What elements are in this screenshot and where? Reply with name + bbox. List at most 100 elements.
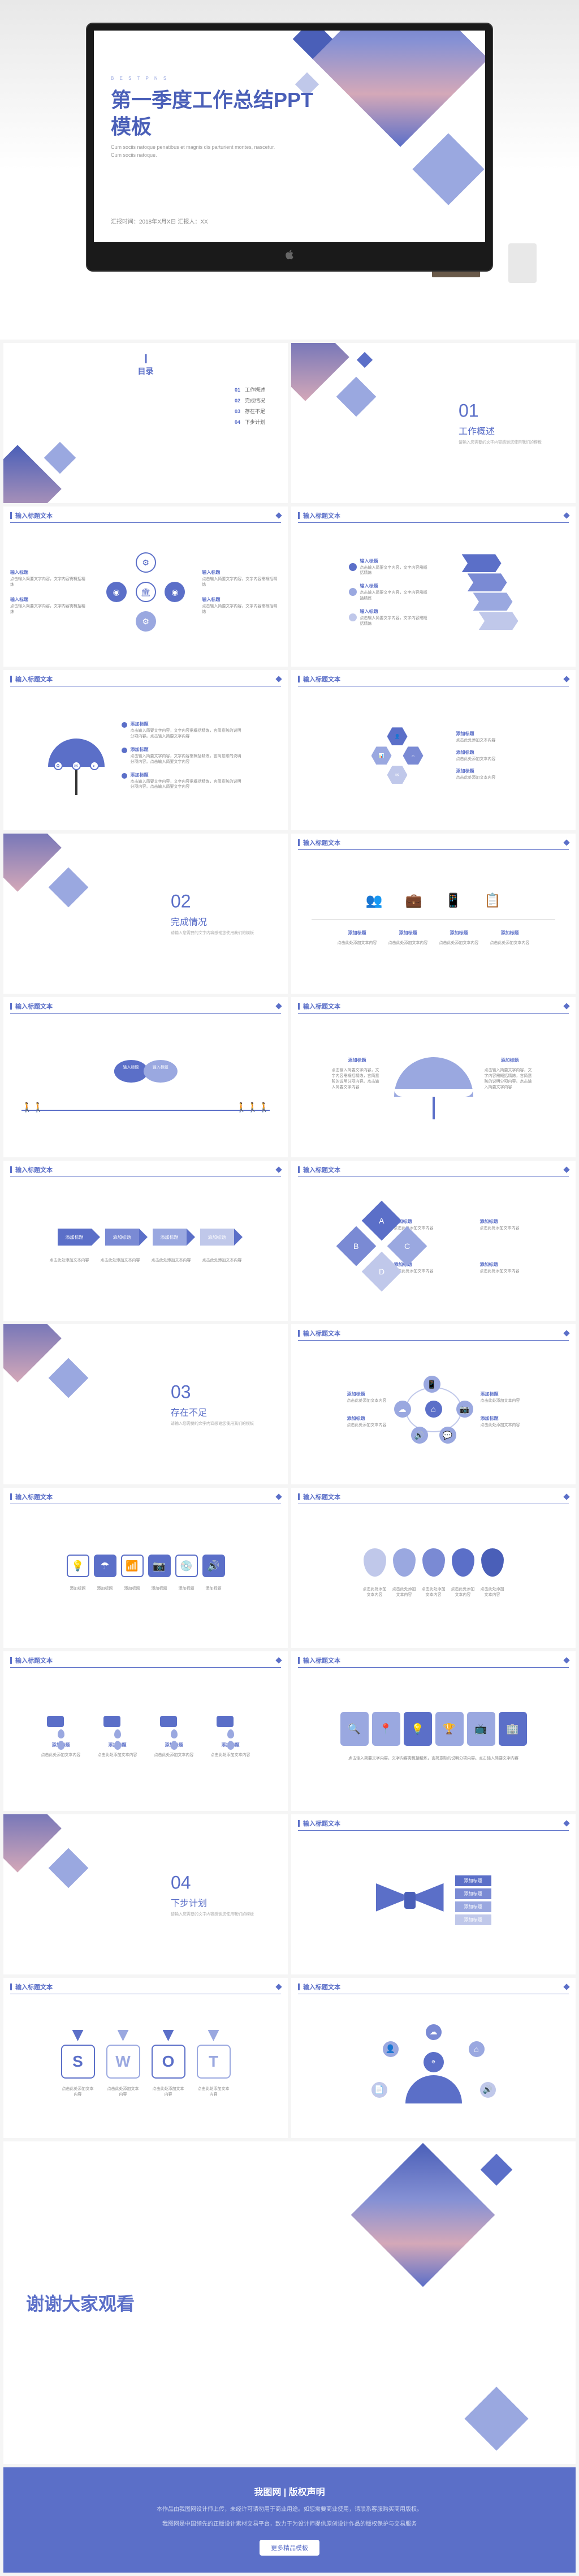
text-item: 添加标题点击输入简要文字内容，文字内容需概括精炼，言简意赅的说明分项内容。点击输… (485, 1057, 535, 1090)
diamond-a: A (361, 1201, 401, 1241)
node: 📷 (456, 1401, 473, 1418)
section-subtitle: 请输入您需要的文字内容感谢您使用我们的模板 (171, 1911, 254, 1917)
icon-item: 📋 (484, 892, 501, 909)
footer: 我图网 | 版权声明 本作品由我图网设计师上传，未经许可请勿用于商业用途。如您需… (3, 2467, 576, 2573)
plant-decoration (500, 215, 545, 283)
pin-text: 点击此处添加文本内容 (421, 1587, 446, 1598)
hero-diamond-large (312, 31, 485, 147)
slide-header: 输入标题文本 (10, 1656, 281, 1668)
text-item: 点击此处添加文本内容 (152, 1258, 191, 1264)
closing-title: 谢谢大家观看 (26, 2290, 135, 2316)
arrow: 添加标题 (153, 1229, 187, 1246)
slide-section-04: 04 下步计划 请输入您需要的文字内容感谢您使用我们的模板 (3, 1814, 288, 1974)
slide-section-02: 02 完成情况 请输入您需要的文字内容感谢您使用我们的模板 (3, 834, 288, 994)
icon-box: 🏢 (499, 1712, 527, 1746)
bullet: 输入标题点击输入简要文字内容，文字内容需概括精炼 (349, 608, 428, 627)
icon-item: 📱 (445, 892, 462, 909)
toc-item: 01工作概述 (235, 386, 265, 393)
caption: 点击输入简要文字内容，文字内容需概括精炼，言简意赅的说明分项内容。点击输入简要文… (348, 1756, 518, 1762)
bullet: 输入标题点击输入简要文字内容，文字内容需概括精炼 (10, 569, 89, 588)
icon-box: 📍 (372, 1712, 400, 1746)
footer-title: 我图网 | 版权声明 (20, 2484, 559, 2498)
slide-body: 添加标题点击输入简要文字内容，文字内容需概括精炼，言简意赅的说明分项内容。点击输… (298, 1015, 569, 1150)
slide-header: 输入标题文本 (10, 1492, 281, 1504)
slide-section-01: 01 工作概述 请输入您需要的文字内容感谢您使用我们的模板 (291, 343, 576, 503)
monitor-mockup: B E S T P N S 第一季度工作总结PPT模板 Cum sociis n… (86, 23, 493, 272)
section-diamond-sm (49, 1848, 89, 1888)
apple-logo-icon (284, 249, 295, 260)
icon: 🔊 (202, 1555, 225, 1577)
bullet: 添加标题点击此处添加文本内容 (456, 768, 496, 781)
icon: 💡 (67, 1555, 89, 1577)
bar: 添加标题 (455, 1888, 491, 1899)
label: 添加标题 (202, 1586, 225, 1592)
section-number: 02 (171, 891, 254, 912)
slide-header: 输入标题文本 (10, 1002, 281, 1014)
label: 添加标题 (148, 1586, 171, 1592)
slide-header: 输入标题文本 (298, 1329, 569, 1341)
text-item: 添加标题点击此处添加文本内容 (347, 1391, 387, 1404)
text-item: 添加标题点击此处添加文本内容 (347, 1415, 387, 1428)
circle-node: ⚙ (136, 552, 156, 573)
bullet: 输入标题点击输入简要文字内容，文字内容需概括精炼 (10, 596, 89, 615)
hero-title: 第一季度工作总结PPT模板 (111, 87, 326, 140)
diamond-c: C (387, 1226, 427, 1266)
icon: 📷 (148, 1555, 171, 1577)
section-content: 02 完成情况 请输入您需要的文字内容感谢您使用我们的模板 (171, 891, 254, 936)
toc-diamond-sm (44, 442, 76, 474)
text-item: 添加标题点击输入简要文字内容，文字内容需概括精炼，言简意赅的说明分项内容。点击输… (332, 1057, 383, 1090)
pin (364, 1548, 386, 1577)
slide-body: 输入标题 输入标题 🚶🚶 🚶🚶🚶 (10, 1015, 281, 1150)
section-diamond-sm (49, 867, 89, 907)
swot-text: 点击此处添加文本内容 (106, 2086, 140, 2098)
section-content: 03 存在不足 请输入您需要的文字内容感谢您使用我们的模板 (171, 1382, 254, 1427)
tap-item: 添加标题点击此处添加文本内容 (41, 1716, 81, 1758)
hero-letters: B E S T P N S (111, 76, 168, 81)
bullet: 输入标题点击输入简要文字内容，文字内容需概括精炼 (202, 596, 281, 615)
icon: ☂ (94, 1555, 116, 1577)
speech-bubbles: 输入标题 输入标题 (114, 1060, 177, 1083)
slide-body: 添加标题点击此处添加文本内容 A B C D 添加标题点击此处添加文本内容 添加… (298, 1179, 569, 1314)
circle-node: ⚙ (136, 611, 156, 632)
slide-pins: 输入标题文本 点击此处添加文本内容 点击此处添加文本内容 点击此处添加文本内容 … (291, 1488, 576, 1648)
label: 添加标题 (94, 1586, 116, 1592)
swot-item: W (106, 2030, 140, 2079)
bowtie-icon (376, 1883, 444, 1917)
icon-box: 🔍 (340, 1712, 369, 1746)
screen: B E S T P N S 第一季度工作总结PPT模板 Cum sociis n… (94, 31, 485, 242)
arrow: 添加标题 (200, 1229, 234, 1246)
section-subtitle: 请输入您需要的文字内容感谢您使用我们的模板 (171, 930, 254, 936)
slide-umbrella: 输入标题文本 ♻ ✉ ◐ 添加标题点击输入简要文字内容，文字内容需概括精炼，言简… (3, 670, 288, 830)
swot-item: S (61, 2030, 95, 2079)
text-item: 添加标题点击此处添加文本内容 (388, 930, 428, 946)
pin (393, 1548, 416, 1577)
slide-abcd: 输入标题文本 添加标题点击此处添加文本内容 A B C D 添加标题点击此处添加… (291, 1161, 576, 1321)
slide-body: 🔍 📍 💡 🏆 📺 🏢 点击输入简要文字内容，文字内容需概括精炼，言简意赅的说明… (298, 1669, 569, 1805)
section-title: 下步计划 (171, 1895, 254, 1909)
umbrella-icon (394, 1057, 473, 1108)
section-diamond-sm (336, 377, 377, 417)
slide-semicircle: 输入标题文本 ⚙ 📄 👤 ☁ ⌂ 🔊 (291, 1978, 576, 2138)
footer-button[interactable]: 更多精品模板 (260, 2540, 319, 2556)
section-number: 03 (171, 1382, 254, 1403)
bullet: 输入标题点击输入简要文字内容，文字内容需概括精炼 (349, 558, 428, 577)
hero-subtitle: Cum sociis natoque penatibus et magnis d… (111, 144, 280, 159)
slide-header: 输入标题文本 (298, 1165, 569, 1177)
rope (21, 1110, 270, 1111)
petal: 🔊 (480, 2082, 496, 2098)
icon: 📶 (121, 1555, 144, 1577)
toc-item: 04下步计划 (235, 418, 265, 426)
slide-body: 点击此处添加文本内容 点击此处添加文本内容 点击此处添加文本内容 点击此处添加文… (298, 1506, 569, 1641)
pin-text: 点击此处添加文本内容 (392, 1587, 417, 1598)
footer-text: 我图网是中国领先的正版设计素材交易平台，致力于为设计师提供原创设计作品的版权保护… (92, 2519, 487, 2530)
text-item: 点击此处添加文本内容 (101, 1258, 140, 1264)
slide-body: S W O T 点击此处添加文本内容 点击此处添加文本内容 点击此处添加文本内容… (10, 1996, 281, 2131)
swot-item: O (152, 2030, 185, 2079)
slide-bowtie: 输入标题文本 添加标题 添加标题 添加标题 添加标题 (291, 1814, 576, 1974)
label: 添加标题 (175, 1586, 198, 1592)
slide-taps: 输入标题文本 添加标题点击此处添加文本内容 添加标题点击此处添加文本内容 添加标… (3, 1651, 288, 1811)
text-item: 点击此处添加文本内容 (202, 1258, 242, 1264)
slide-circular: 输入标题文本 添加标题点击此处添加文本内容 添加标题点击此处添加文本内容 📱 ☁… (291, 1324, 576, 1484)
section-title: 完成情况 (171, 915, 254, 928)
bullet: 输入标题点击输入简要文字内容，文字内容需概括精炼 (202, 569, 281, 588)
